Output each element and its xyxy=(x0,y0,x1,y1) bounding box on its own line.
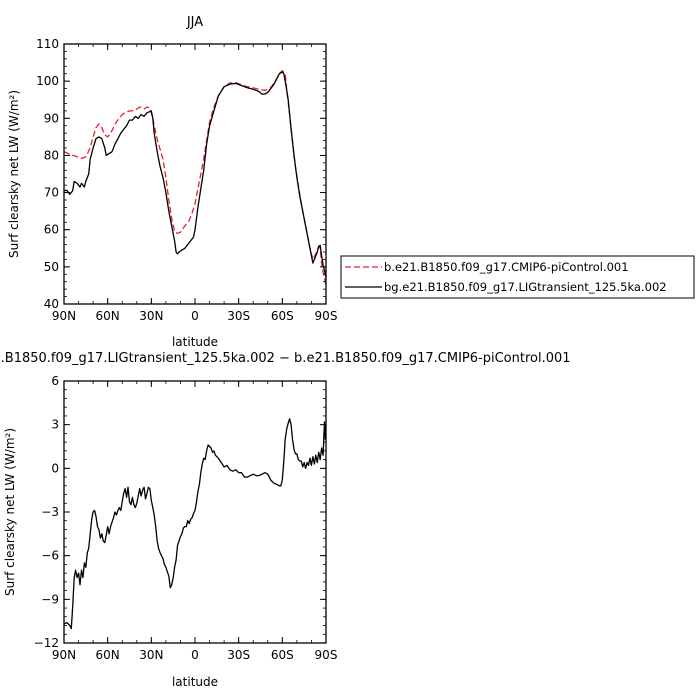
series-line-0-0 xyxy=(63,70,327,286)
x-tick-label-1-1: 60N xyxy=(96,648,120,662)
x-tick-label-0-0: 90N xyxy=(52,309,76,323)
y-tick-label-0-5: 90 xyxy=(44,111,59,125)
legend-box xyxy=(340,255,695,299)
legend-entry-picontrol: b.e21.B1850.f09_g17.CMIP6-piControl.001 xyxy=(384,260,629,274)
x-tick-label-1-5: 60S xyxy=(271,648,294,662)
legend: b.e21.B1850.f09_g17.CMIP6-piControl.001 … xyxy=(340,255,695,299)
top-chart-x-label: latitude xyxy=(172,335,218,349)
top-chart-axes: 90N 60N 30N 0 30S 60S 90S 40 50 60 70 80 90 100 110 xyxy=(36,37,337,323)
x-tick-label-0-2: 30N xyxy=(139,309,163,323)
y-tick-label-0-4: 80 xyxy=(44,148,59,162)
x-tick-label-0-3: 0 xyxy=(191,309,199,323)
x-tick-label-0-6: 90S xyxy=(315,309,338,323)
bottom-chart-title: bg.e21.B1850.f09_g17.LIGtransient_125.5k… xyxy=(0,351,571,366)
y-tick-label-0-1: 50 xyxy=(44,260,59,274)
y-tick-label-0-2: 60 xyxy=(44,223,59,237)
legend-entry-ligtransient: bg.e21.B1850.f09_g17.LIGtransient_125.5k… xyxy=(384,280,667,294)
series-line-0-1 xyxy=(63,71,327,279)
x-tick-label-1-0: 90N xyxy=(52,648,76,662)
y-tick-label-1-2: −6 xyxy=(41,549,59,563)
x-tick-label-1-3: 0 xyxy=(191,648,199,662)
y-tick-label-1-5: 3 xyxy=(51,418,59,432)
bottom-chart-frame xyxy=(63,380,327,644)
top-chart-frame xyxy=(63,43,327,305)
x-tick-label-1-6: 90S xyxy=(315,648,338,662)
y-tick-label-1-4: 0 xyxy=(51,461,59,475)
y-tick-label-1-1: −9 xyxy=(41,592,59,606)
x-tick-label-1-2: 30N xyxy=(139,648,163,662)
x-tick-label-0-4: 30S xyxy=(227,309,250,323)
y-tick-label-0-6: 100 xyxy=(36,74,59,88)
series-line-1-0 xyxy=(63,418,327,630)
y-tick-label-1-0: −12 xyxy=(34,636,59,650)
top-chart-y-label: Surf clearsky net LW (W/m²) xyxy=(7,90,21,258)
bottom-chart-y-label: Surf clearsky net LW (W/m²) xyxy=(3,428,17,596)
x-tick-label-0-5: 60S xyxy=(271,309,294,323)
bottom-chart-axes: 90N 60N 30N 0 30S 60S 90S −12 −9 −6 −3 0 3 6 xyxy=(34,374,338,662)
top-chart-title: JJA xyxy=(186,15,203,30)
y-tick-label-1-6: 6 xyxy=(51,374,59,388)
top-chart: JJA 90N 60N 30N 0 30S 60S 90S 40 50 60 70 80 90 100 11… xyxy=(7,15,337,349)
x-tick-label-0-1: 60N xyxy=(96,309,120,323)
y-tick-label-0-3: 70 xyxy=(44,186,59,200)
y-tick-label-0-0: 40 xyxy=(44,297,59,311)
y-tick-label-1-3: −3 xyxy=(41,505,59,519)
x-tick-label-1-4: 30S xyxy=(227,648,250,662)
top-chart-lines xyxy=(63,70,327,286)
y-tick-label-0-7: 110 xyxy=(36,37,59,51)
bottom-chart-x-label: latitude xyxy=(172,675,218,689)
bottom-chart-lines xyxy=(63,418,327,630)
bottom-chart: bg.e21.B1850.f09_g17.LIGtransient_125.5k… xyxy=(0,351,571,689)
